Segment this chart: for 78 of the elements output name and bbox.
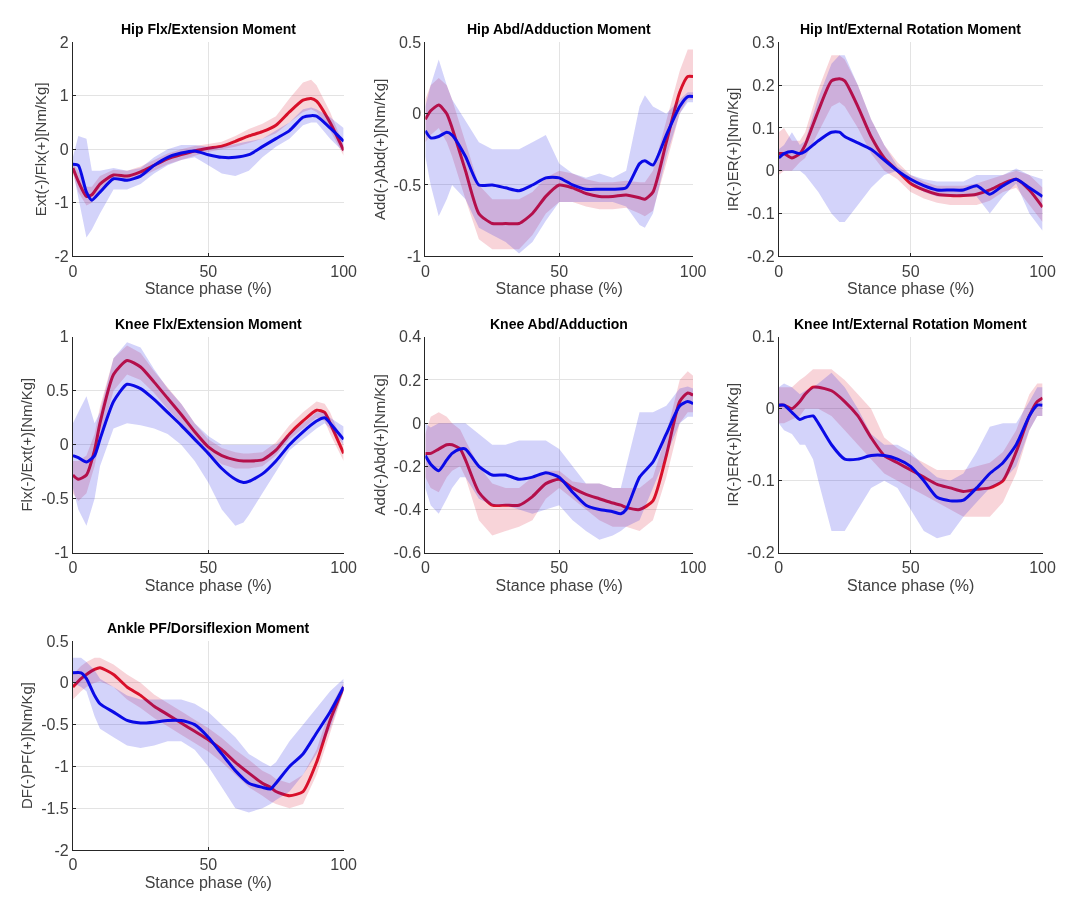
x-axis-title: Stance phase (%) — [144, 873, 272, 891]
y-tick-label: 0.1 — [752, 119, 775, 137]
x-axis-title: Stance phase (%) — [495, 576, 623, 594]
y-tick-label: -1 — [406, 247, 422, 265]
chart-title: Ankle PF/Dorsiflexion Moment — [107, 620, 310, 636]
y-tick-label: 0 — [765, 400, 775, 418]
y-axis-title: IR(-)ER(+)[Nm/Kg] — [724, 382, 742, 507]
line-series — [425, 94, 694, 193]
y-tick-label: 0 — [59, 674, 69, 692]
y-tick-label: -0.1 — [746, 472, 775, 490]
x-axis-title: Stance phase (%) — [495, 280, 623, 298]
y-tick-label: 0.4 — [398, 328, 422, 346]
y-tick-label: -1.5 — [41, 799, 69, 817]
x-tick-label: 100 — [679, 262, 707, 280]
y-tick-label: 0.2 — [398, 371, 422, 389]
x-tick-label: 100 — [1029, 558, 1056, 576]
y-tick-label: -0.4 — [393, 501, 422, 519]
y-axis-title: Add(-)Abd(+)[Nm/Kg] — [370, 374, 388, 516]
x-tick-label: 50 — [550, 558, 569, 576]
y-tick-label: 0 — [412, 105, 422, 123]
y-tick-label: 0 — [765, 162, 775, 180]
line-series — [778, 130, 1043, 198]
y-tick-label: 1 — [59, 328, 69, 346]
y-tick-label: 0.2 — [752, 76, 775, 94]
y-tick-label: 0.5 — [46, 632, 69, 650]
y-tick-label: 1 — [59, 87, 69, 105]
y-tick-label: -1 — [54, 544, 69, 562]
y-tick-label: -2 — [54, 841, 69, 859]
x-tick-label: 50 — [901, 558, 920, 576]
x-tick-label: 50 — [199, 856, 218, 874]
x-tick-label: 50 — [901, 262, 920, 280]
y-tick-label: -0.2 — [393, 457, 422, 475]
y-tick-label: -0.5 — [41, 490, 69, 508]
chart-title: Hip Int/External Rotation Moment — [800, 21, 1022, 37]
y-axis-title: Add(-)Abd(+)[Nm/Kg] — [370, 78, 388, 220]
y-tick-label: -1 — [54, 194, 69, 212]
x-tick-label: 100 — [330, 558, 358, 576]
chart-title: Hip Flx/Extension Moment — [121, 21, 297, 37]
x-axis-title: Stance phase (%) — [144, 280, 272, 298]
line-series — [72, 114, 344, 202]
chart-title: Knee Abd/Adduction — [490, 316, 628, 332]
y-tick-label: -0.5 — [41, 716, 69, 734]
y-tick-label: -2 — [54, 247, 69, 265]
y-tick-label: -1 — [54, 758, 69, 776]
line-series — [778, 403, 1043, 503]
y-tick-label: -0.2 — [746, 247, 775, 265]
x-axis-title: Stance phase (%) — [847, 576, 975, 594]
x-tick-label: 100 — [679, 558, 707, 576]
x-axis-title: Stance phase (%) — [144, 576, 272, 594]
x-tick-label: 50 — [199, 262, 218, 280]
y-axis-title: Flx(-)/Ext(+)[Nm/Kg] — [18, 377, 36, 512]
chart-title: Hip Abd/Adduction Moment — [467, 21, 652, 37]
x-axis-title: Stance phase (%) — [847, 280, 975, 298]
y-tick-label: -0.6 — [393, 544, 422, 562]
y-tick-label: 0 — [59, 436, 69, 454]
y-axis-title: DF(-)PF(+)[Nm/Kg] — [18, 682, 36, 810]
x-tick-label: 50 — [199, 558, 218, 576]
x-tick-label: 50 — [550, 262, 569, 280]
line-series — [72, 382, 344, 485]
x-tick-label: 100 — [1029, 262, 1056, 280]
x-tick-label: 100 — [330, 856, 358, 874]
y-tick-label: 0.5 — [398, 33, 422, 51]
y-tick-label: 2 — [59, 33, 69, 51]
y-tick-label: 0.5 — [46, 382, 69, 400]
y-tick-label: 0 — [412, 414, 422, 432]
line-series — [72, 359, 344, 481]
chart-title: Knee Int/External Rotation Moment — [794, 316, 1027, 332]
y-tick-label: -0.1 — [746, 205, 775, 223]
y-axis-title: IR(-)ER(+)[Nm/Kg] — [724, 87, 742, 212]
chart-title: Knee Flx/Extension Moment — [115, 316, 303, 332]
y-axis-title: Ext(-)/Flx(+)[Nm/Kg] — [31, 82, 49, 217]
y-tick-label: -0.5 — [393, 176, 422, 194]
y-tick-label: 0 — [59, 140, 69, 158]
y-tick-label: 0.3 — [752, 33, 775, 51]
x-tick-label: 100 — [330, 262, 358, 280]
y-tick-label: -0.2 — [746, 544, 775, 562]
y-tick-label: 0.1 — [752, 328, 775, 346]
line-series — [425, 74, 694, 226]
